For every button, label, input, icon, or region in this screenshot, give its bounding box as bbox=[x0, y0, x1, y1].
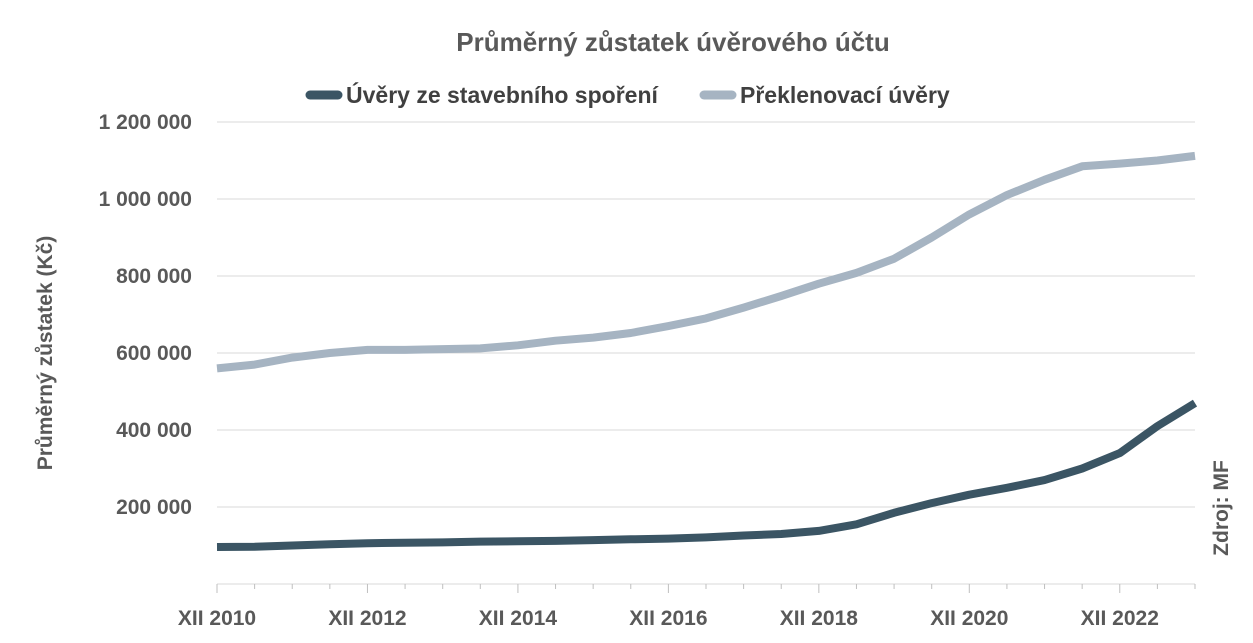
x-tick-label: XII 2020 bbox=[930, 607, 1008, 630]
y-axis-label: Průměrný zůstatek (Kč) bbox=[34, 236, 57, 471]
y-axis-ticks: 200 000 400 000 600 000 800 000 1 000 000 1 2… bbox=[99, 111, 192, 519]
chart-title: Průměrný zůstatek úvěrového účtu bbox=[456, 27, 889, 57]
x-tick-label: XII 2012 bbox=[328, 607, 406, 630]
series-line-1 bbox=[216, 399, 1198, 551]
y-tick-label: 600 000 bbox=[116, 342, 192, 365]
y-tick-label: 400 000 bbox=[116, 419, 192, 442]
y-tick-label: 1 000 000 bbox=[99, 188, 192, 211]
x-axis: XII 2010 XII 2012 XII 2014 XII 2016 XII 2018… bbox=[178, 583, 1196, 630]
x-tick-label: XII 2018 bbox=[780, 607, 859, 630]
legend: Úvěry ze stavebního spoření Překlenovací… bbox=[305, 81, 950, 108]
source-note: Zdroj: MF bbox=[1210, 460, 1233, 556]
x-tick-label: XII 2022 bbox=[1081, 607, 1159, 630]
y-tick-label: 800 000 bbox=[116, 265, 192, 288]
legend-label-series-1: Úvěry ze stavebního spoření bbox=[346, 81, 659, 108]
legend-label-series-2: Překlenovací úvěry bbox=[740, 82, 950, 108]
y-tick-label: 200 000 bbox=[116, 496, 192, 519]
series-lines bbox=[216, 151, 1198, 551]
x-tick-label: XII 2010 bbox=[178, 607, 256, 630]
x-tick-label: XII 2016 bbox=[629, 607, 707, 630]
x-tick-label: XII 2014 bbox=[479, 607, 558, 630]
series-line-2 bbox=[216, 151, 1196, 373]
y-tick-label: 1 200 000 bbox=[99, 111, 192, 134]
